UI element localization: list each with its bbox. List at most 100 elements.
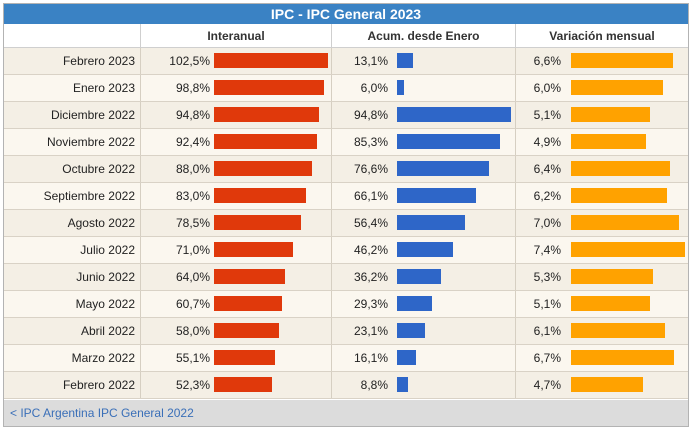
- interanual-bar: [214, 215, 301, 230]
- column-divider: [331, 345, 332, 371]
- table-row: Febrero 2022 52,3% 8,8% 4,7%: [4, 372, 688, 399]
- column-divider: [331, 264, 332, 290]
- column-divider: [140, 156, 141, 182]
- table-row: Junio 2022 64,0% 36,2% 5,3%: [4, 264, 688, 291]
- header-acumulado: Acum. desde Enero: [331, 24, 515, 48]
- column-divider: [140, 102, 141, 128]
- mensual-bar: [571, 323, 665, 338]
- mensual-value: 5,1%: [533, 297, 561, 311]
- table-row: Marzo 2022 55,1% 16,1% 6,7%: [4, 345, 688, 372]
- row-label: Septiembre 2022: [43, 189, 135, 203]
- column-divider: [515, 75, 516, 101]
- row-label: Enero 2023: [72, 81, 135, 95]
- interanual-value: 64,0%: [175, 270, 210, 284]
- table-row: Octubre 2022 88,0% 76,6% 6,4%: [4, 156, 688, 183]
- acumulado-value: 66,1%: [353, 189, 388, 203]
- column-divider: [331, 75, 332, 101]
- row-label: Diciembre 2022: [50, 108, 135, 122]
- acumulado-bar: [397, 80, 404, 95]
- acumulado-bar: [397, 161, 489, 176]
- acumulado-bar: [397, 269, 441, 284]
- column-divider: [140, 210, 141, 236]
- interanual-bar: [214, 80, 324, 95]
- column-divider: [331, 183, 332, 209]
- column-divider: [331, 372, 332, 398]
- mensual-bar: [571, 107, 650, 122]
- header-label: [4, 24, 140, 48]
- interanual-value: 88,0%: [175, 162, 210, 176]
- column-divider: [331, 102, 332, 128]
- column-divider: [331, 156, 332, 182]
- interanual-value: 78,5%: [175, 216, 210, 230]
- interanual-value: 71,0%: [175, 243, 210, 257]
- column-divider: [515, 210, 516, 236]
- acumulado-bar: [397, 107, 511, 122]
- footer-link-ipc-2022[interactable]: < IPC Argentina IPC General 2022: [4, 400, 688, 426]
- interanual-value: 58,0%: [175, 324, 210, 338]
- acumulado-value: 36,2%: [353, 270, 388, 284]
- interanual-bar: [214, 269, 285, 284]
- interanual-bar: [214, 323, 279, 338]
- column-divider: [515, 237, 516, 263]
- row-label: Octubre 2022: [62, 162, 135, 176]
- interanual-value: 52,3%: [175, 378, 210, 392]
- mensual-bar: [571, 53, 673, 68]
- mensual-bar: [571, 296, 650, 311]
- column-divider: [331, 48, 332, 74]
- column-divider: [140, 48, 141, 74]
- column-divider: [331, 237, 332, 263]
- column-divider: [515, 102, 516, 128]
- mensual-bar: [571, 161, 670, 176]
- column-divider: [515, 345, 516, 371]
- column-divider: [331, 129, 332, 155]
- column-divider: [515, 129, 516, 155]
- mensual-bar: [571, 80, 663, 95]
- column-divider: [515, 291, 516, 317]
- column-divider: [140, 318, 141, 344]
- table-row: Diciembre 2022 94,8% 94,8% 5,1%: [4, 102, 688, 129]
- mensual-value: 5,3%: [533, 270, 561, 284]
- column-divider: [140, 264, 141, 290]
- interanual-bar: [214, 161, 312, 176]
- acumulado-value: 8,8%: [360, 378, 388, 392]
- row-label: Marzo 2022: [71, 351, 135, 365]
- mensual-value: 7,4%: [533, 243, 561, 257]
- column-divider: [331, 210, 332, 236]
- table-row: Noviembre 2022 92,4% 85,3% 4,9%: [4, 129, 688, 156]
- interanual-bar: [214, 296, 282, 311]
- interanual-bar: [214, 53, 328, 68]
- column-divider: [515, 156, 516, 182]
- table-title: IPC - IPC General 2023: [4, 4, 688, 24]
- interanual-bar: [214, 377, 272, 392]
- acumulado-bar: [397, 377, 408, 392]
- column-divider: [140, 291, 141, 317]
- interanual-bar: [214, 350, 275, 365]
- interanual-value: 83,0%: [175, 189, 210, 203]
- row-label: Abril 2022: [80, 324, 135, 338]
- table-row: Septiembre 2022 83,0% 66,1% 6,2%: [4, 183, 688, 210]
- mensual-value: 6,0%: [533, 81, 561, 95]
- interanual-value: 94,8%: [175, 108, 210, 122]
- mensual-value: 7,0%: [533, 216, 561, 230]
- mensual-value: 6,1%: [533, 324, 561, 338]
- acumulado-value: 46,2%: [353, 243, 388, 257]
- column-divider: [140, 237, 141, 263]
- table-row: Mayo 2022 60,7% 29,3% 5,1%: [4, 291, 688, 318]
- acumulado-value: 56,4%: [353, 216, 388, 230]
- mensual-value: 6,7%: [533, 351, 561, 365]
- table-row: Agosto 2022 78,5% 56,4% 7,0%: [4, 210, 688, 237]
- column-divider: [331, 291, 332, 317]
- column-divider: [515, 372, 516, 398]
- mensual-bar: [571, 269, 653, 284]
- interanual-value: 60,7%: [175, 297, 210, 311]
- acumulado-value: 16,1%: [353, 351, 388, 365]
- column-divider: [515, 48, 516, 74]
- interanual-bar: [214, 107, 319, 122]
- acumulado-bar: [397, 188, 476, 203]
- row-label: Julio 2022: [80, 243, 135, 257]
- row-label: Noviembre 2022: [46, 135, 135, 149]
- interanual-bar: [214, 188, 306, 203]
- header-mensual: Variación mensual: [515, 24, 688, 48]
- acumulado-value: 6,0%: [360, 81, 388, 95]
- column-divider: [515, 264, 516, 290]
